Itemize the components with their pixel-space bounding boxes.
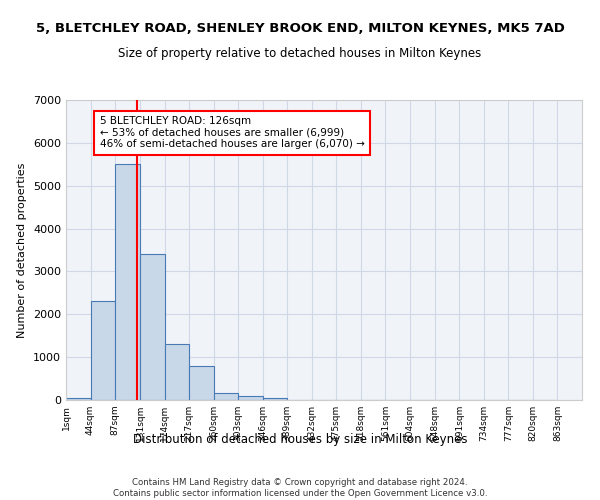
Bar bbox=[140, 254, 164, 400]
Text: Distribution of detached houses by size in Milton Keynes: Distribution of detached houses by size … bbox=[133, 432, 467, 446]
Text: Size of property relative to detached houses in Milton Keynes: Size of property relative to detached ho… bbox=[118, 48, 482, 60]
Bar bbox=[214, 392, 238, 400]
Text: 5 BLETCHLEY ROAD: 126sqm
← 53% of detached houses are smaller (6,999)
46% of sem: 5 BLETCHLEY ROAD: 126sqm ← 53% of detach… bbox=[100, 116, 365, 150]
Bar bbox=[115, 164, 140, 400]
Bar bbox=[238, 396, 263, 400]
Text: 5, BLETCHLEY ROAD, SHENLEY BROOK END, MILTON KEYNES, MK5 7AD: 5, BLETCHLEY ROAD, SHENLEY BROOK END, MI… bbox=[35, 22, 565, 36]
Bar bbox=[189, 366, 214, 400]
Bar bbox=[263, 398, 287, 400]
Bar bbox=[66, 398, 91, 400]
Bar bbox=[164, 344, 189, 400]
Text: Contains HM Land Registry data © Crown copyright and database right 2024.
Contai: Contains HM Land Registry data © Crown c… bbox=[113, 478, 487, 498]
Bar bbox=[91, 302, 115, 400]
Y-axis label: Number of detached properties: Number of detached properties bbox=[17, 162, 28, 338]
